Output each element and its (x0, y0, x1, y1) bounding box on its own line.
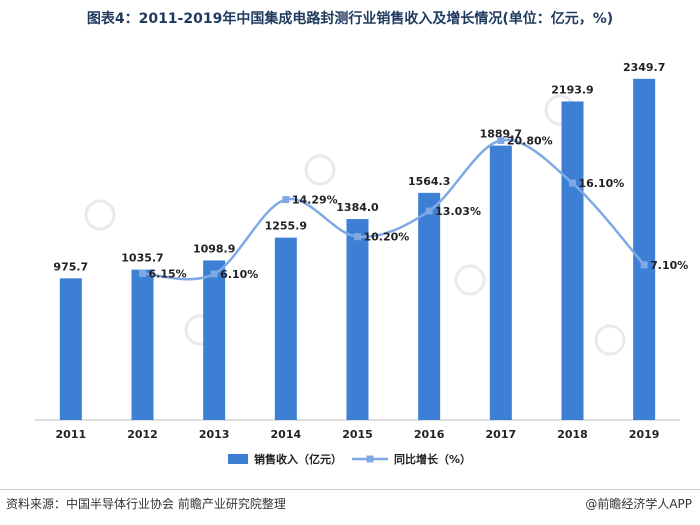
x-tick-2015: 2015 (342, 428, 373, 441)
growth-point-2017 (497, 136, 505, 144)
bar-label-2012: 1035.7 (121, 252, 163, 265)
x-tick-2017: 2017 (486, 428, 517, 441)
bar-2013 (203, 260, 226, 420)
growth-label-2014: 14.29% (292, 194, 338, 207)
bar-2012 (131, 269, 154, 420)
growth-point-2016 (425, 207, 433, 215)
bar-2019 (633, 78, 656, 421)
x-tick-2013: 2013 (199, 428, 230, 441)
legend-bar-label: 销售收入（亿元） (254, 452, 342, 466)
source-note: 资料来源：中国半导体行业协会 前瞻产业研究院整理 (6, 497, 286, 511)
growth-label-2018: 16.10% (579, 177, 625, 190)
watermark-logo-0 (84, 199, 116, 231)
growth-label-2013: 6.10% (220, 268, 258, 281)
legend-line-marker (366, 455, 374, 463)
x-tick-2012: 2012 (127, 428, 158, 441)
bar-2016 (418, 192, 441, 420)
growth-label-2019: 7.10% (650, 259, 688, 272)
x-tick-2018: 2018 (557, 428, 588, 441)
growth-point-2015 (354, 233, 361, 241)
brand-credit: @前瞻经济学人APP (585, 497, 692, 511)
growth-label-2016: 13.03% (435, 205, 481, 218)
bar-label-2019: 2349.7 (623, 61, 665, 74)
growth-label-2015: 10.20% (364, 231, 410, 244)
bar-label-2013: 1098.9 (193, 242, 235, 255)
chart-title: 图表4：2011-2019年中国集成电路封测行业销售收入及增长情况(单位：亿元，… (86, 11, 614, 27)
bar-label-2018: 2193.9 (551, 83, 593, 96)
growth-label-2012: 6.15% (149, 267, 187, 280)
watermark-logo-5 (594, 324, 626, 356)
growth-point-2018 (569, 179, 576, 187)
bar-label-2015: 1384.0 (336, 201, 379, 214)
x-tick-2016: 2016 (414, 428, 445, 441)
bar-2014 (274, 237, 297, 420)
bar-2017 (489, 145, 512, 421)
bar-label-2017: 1889.7 (480, 128, 522, 141)
bar-2015 (346, 219, 369, 420)
legend-bar-swatch (228, 454, 248, 464)
bar-2011 (59, 278, 82, 420)
x-tick-2019: 2019 (629, 428, 660, 441)
watermark-logo-1 (304, 154, 336, 186)
growth-point-2012 (139, 269, 146, 277)
growth-point-2019 (640, 261, 648, 269)
bar-label-2016: 1564.3 (408, 175, 450, 188)
x-tick-2011: 2011 (56, 428, 87, 441)
bar-2018 (561, 101, 584, 421)
growth-point-2013 (210, 270, 218, 278)
watermark-logo-4 (454, 264, 486, 296)
legend-line-label: 同比增长（%） (394, 452, 471, 466)
growth-label-2017: 20.80% (507, 134, 553, 147)
bar-label-2011: 975.7 (53, 260, 88, 273)
bar-label-2014: 1255.9 (265, 220, 307, 233)
x-tick-2014: 2014 (271, 428, 302, 441)
growth-point-2014 (282, 196, 290, 204)
footer-divider (0, 489, 700, 490)
